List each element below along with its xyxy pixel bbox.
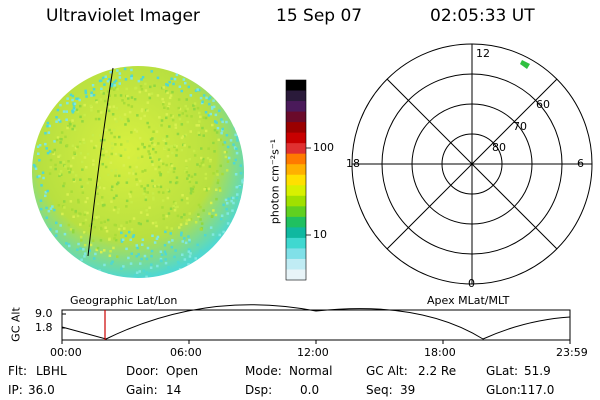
colorbar-unit-label: photon cm⁻²s⁻¹ [268, 138, 282, 225]
colorbar-band [286, 80, 306, 92]
date-label: 15 Sep 07 [276, 6, 363, 26]
mlat-80-label: 80 [492, 141, 506, 154]
colorbar-band [286, 206, 306, 218]
ip-label: IP: [8, 383, 23, 397]
colorbar-band [286, 122, 306, 134]
dsp-label: Dsp: [245, 383, 273, 397]
colorbar-band [286, 143, 306, 155]
terminator-line [87, 67, 114, 257]
xtick-2359: 23:59 [556, 346, 588, 359]
ytick-9: 9.0 [35, 307, 53, 320]
colorbar-band [286, 101, 306, 113]
colorbar-band [286, 174, 306, 186]
colorbar [285, 79, 311, 281]
xtick-1800: 18:00 [424, 346, 456, 359]
ip-value: 36.0 [28, 383, 55, 397]
colorbar-tick-100: 100 [313, 141, 334, 154]
colorbar-band [286, 195, 306, 207]
apex-label: Apex MLat/MLT [427, 294, 510, 307]
seq-label: Seq: [366, 383, 393, 397]
gain-value: 14 [166, 383, 182, 397]
flt-label: Flt: [8, 364, 27, 378]
gain-label: Gain: [126, 383, 158, 397]
mlt-18-label: 18 [346, 157, 360, 170]
colorbar-band [286, 258, 306, 270]
xtick-0000: 00:00 [50, 346, 82, 359]
time-label: 02:05:33 UT [430, 6, 535, 26]
dsp-value: 0.0 [300, 383, 320, 397]
seq-value: 39 [400, 383, 416, 397]
geographic-label: Geographic Lat/Lon [70, 294, 178, 307]
colorbar-tick-10: 10 [313, 228, 327, 241]
colorbar-band [286, 132, 306, 144]
colorbar-band [286, 164, 306, 176]
uvi-image-disk [32, 66, 244, 278]
glon-label: GLon: [486, 383, 521, 397]
door-label: Door: [126, 364, 159, 378]
colorbar-band [286, 153, 306, 165]
glat-label: GLat: [486, 364, 519, 378]
colorbar-band [286, 185, 306, 197]
door-value: Open [166, 364, 199, 378]
mlt-6-label: 6 [577, 157, 584, 170]
ytick-1-8: 1.8 [35, 321, 53, 334]
orbit-plot [61, 304, 571, 344]
glon-value: 117.0 [520, 383, 555, 397]
gcalt-value: 2.2 Re [418, 364, 457, 378]
xtick-0600: 06:00 [170, 346, 202, 359]
colorbar-band [286, 227, 306, 239]
colorbar-band [286, 111, 306, 123]
gcalt-label: GC Alt: [366, 364, 408, 378]
gc-alt-axis-label: GC Alt [9, 307, 23, 342]
xtick-1200: 12:00 [297, 346, 329, 359]
aurora-patch [520, 60, 530, 69]
colorbar-band [286, 237, 306, 249]
colorbar-band [286, 90, 306, 102]
mlt-12-label: 12 [476, 47, 490, 60]
mode-value: Normal [289, 364, 333, 378]
mlt-0-label: 0 [468, 277, 475, 290]
mlat-60-label: 60 [536, 98, 550, 111]
flt-value: LBHL [36, 364, 67, 378]
colorbar-band [286, 248, 306, 260]
glat-value: 51.9 [524, 364, 551, 378]
mlat-70-label: 70 [513, 120, 527, 133]
colorbar-band [286, 269, 306, 281]
instrument-title: Ultraviolet Imager [46, 6, 200, 26]
colorbar-band [286, 216, 306, 228]
mode-label: Mode: [245, 364, 282, 378]
polar-grid [351, 43, 593, 285]
altitude-curve [61, 304, 571, 340]
